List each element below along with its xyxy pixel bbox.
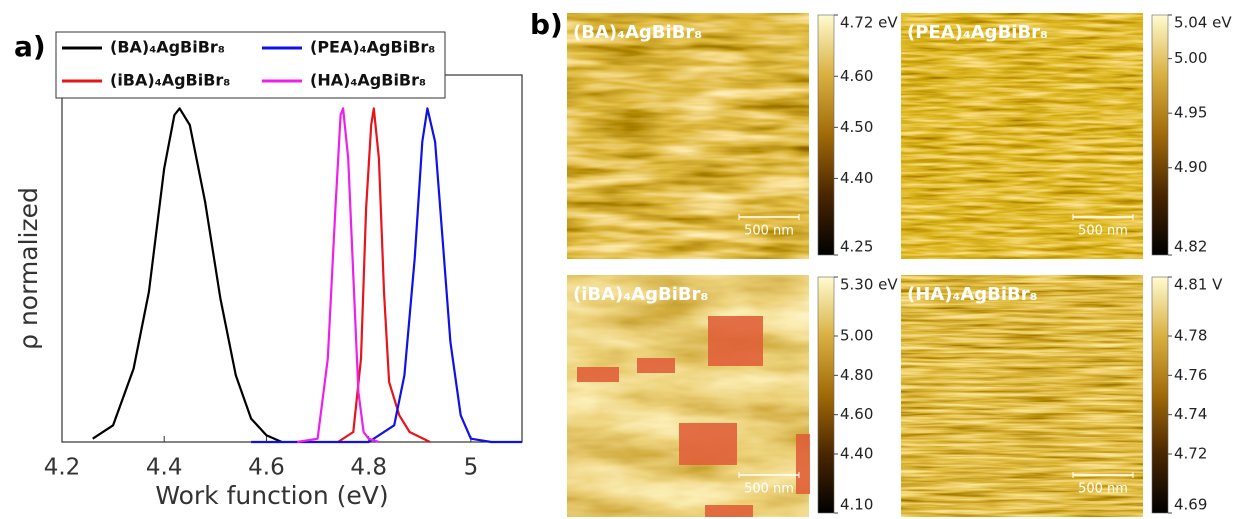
colorbar-tick-label: 4.76 bbox=[1174, 366, 1207, 384]
figure: a) b) 4.2 4.4 4.6 4.8 5 Work function (eV) ρ n… bbox=[0, 0, 1236, 519]
colorbar-tick-label: 5.30 eV bbox=[840, 276, 898, 294]
colorbar bbox=[1152, 277, 1168, 513]
legend-label: (HA)₄AgBiBr₈ bbox=[310, 71, 426, 90]
map-title: (PEA)₄AgBiBr₈ bbox=[907, 22, 1048, 43]
colorbar-tick-label: 4.82 bbox=[1174, 238, 1207, 256]
x-tick-label: 5 bbox=[464, 455, 479, 481]
colorbar-tick-label: 4.72 eV bbox=[840, 14, 898, 32]
legend-label: (PEA)₄AgBiBr₈ bbox=[310, 38, 435, 57]
colorbar-tick-label: 4.80 bbox=[840, 366, 873, 384]
colorbar-tick-label: 4.69 bbox=[1174, 496, 1207, 514]
masked-region bbox=[708, 316, 763, 366]
scale-bar-label: 500 nm bbox=[1078, 224, 1128, 239]
colorbar-tick-label: 4.40 bbox=[840, 169, 873, 187]
scale-bar-label: 500 nm bbox=[744, 224, 794, 239]
colorbar-tick-label: 4.74 bbox=[1174, 405, 1207, 423]
legend-label: (iBA)₄AgBiBr₈ bbox=[110, 71, 230, 90]
colorbar bbox=[818, 277, 834, 513]
x-tick-label: 4.8 bbox=[350, 455, 387, 481]
map-title: (HA)₄AgBiBr₈ bbox=[907, 284, 1038, 305]
colorbar-tick-label: 5.00 bbox=[840, 327, 873, 345]
line-series bbox=[338, 108, 430, 442]
colorbar-tick-label: 4.10 bbox=[840, 496, 873, 514]
panel-label: b) bbox=[530, 8, 563, 41]
x-tick-label: 4.4 bbox=[146, 455, 183, 481]
kpfm-map bbox=[901, 13, 1143, 259]
map-title: (iBA)₄AgBiBr₈ bbox=[573, 284, 708, 305]
scale-bar-label: 500 nm bbox=[1078, 482, 1128, 497]
colorbar-tick-label: 4.81 V bbox=[1174, 276, 1223, 294]
panel-label: a) bbox=[14, 30, 46, 63]
colorbar-tick-label: 5.04 eV bbox=[1174, 14, 1232, 32]
colorbar-tick-label: 4.25 bbox=[840, 238, 873, 256]
y-axis-label: ρ normalized bbox=[14, 187, 43, 350]
colorbar-tick-label: 4.90 bbox=[1174, 158, 1207, 176]
masked-region bbox=[796, 434, 810, 494]
kpfm-map bbox=[567, 13, 809, 259]
x-tick-label: 4.6 bbox=[248, 455, 285, 481]
colorbar-tick-label: 4.60 bbox=[840, 405, 873, 423]
colorbar bbox=[1152, 15, 1168, 255]
masked-region bbox=[577, 367, 619, 382]
line-series bbox=[251, 108, 522, 442]
masked-region bbox=[637, 358, 675, 373]
line-series bbox=[297, 108, 379, 442]
x-axis-label: Work function (eV) bbox=[155, 481, 388, 510]
plot-frame bbox=[62, 75, 522, 442]
colorbar-tick-label: 4.72 bbox=[1174, 445, 1207, 463]
colorbar bbox=[818, 15, 834, 255]
colorbar-tick-label: 4.60 bbox=[840, 67, 873, 85]
map-title: (BA)₄AgBiBr₈ bbox=[573, 22, 702, 43]
colorbar-tick-label: 4.95 bbox=[1174, 104, 1207, 122]
masked-region bbox=[705, 505, 753, 517]
masked-region bbox=[679, 423, 737, 465]
colorbar-tick-label: 5.00 bbox=[1174, 49, 1207, 67]
line-series bbox=[93, 108, 282, 442]
scale-bar-label: 500 nm bbox=[744, 482, 794, 497]
colorbar-tick-label: 4.78 bbox=[1174, 327, 1207, 345]
colorbar-tick-label: 4.40 bbox=[840, 445, 873, 463]
colorbar-tick-label: 4.50 bbox=[840, 118, 873, 136]
x-tick-label: 4.2 bbox=[44, 455, 81, 481]
legend-label: (BA)₄AgBiBr₈ bbox=[110, 38, 225, 57]
